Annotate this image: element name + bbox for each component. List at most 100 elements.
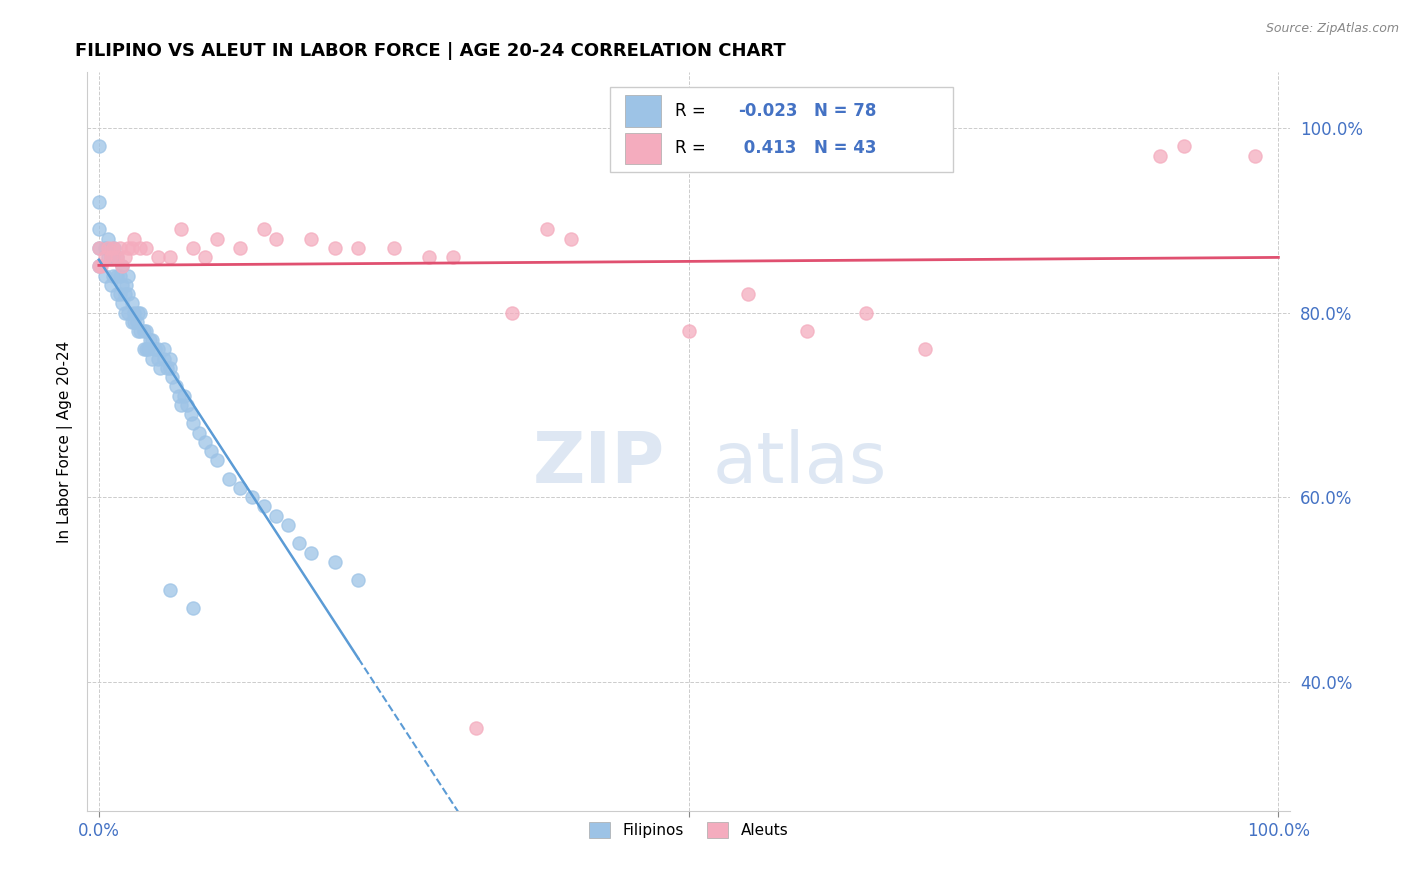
Point [141, 333, 163, 347]
Bar [624, 133, 661, 164]
Point [159, 582, 181, 597]
Point [146, 250, 169, 264]
Point [347, 241, 370, 255]
Point [156, 360, 179, 375]
Point [323, 241, 346, 255]
Text: FILIPINO VS ALEUT IN LABOR FORCE | AGE 20-24 CORRELATION CHART: FILIPINO VS ALEUT IN LABOR FORCE | AGE 2… [75, 42, 786, 60]
Point [418, 250, 440, 264]
Point [108, 241, 131, 255]
Point [117, 241, 139, 255]
Point [100, 277, 122, 292]
Text: ZIP: ZIP [533, 429, 665, 499]
Point [181, 417, 204, 431]
Point [138, 333, 160, 347]
Point [170, 222, 193, 236]
Point [101, 250, 124, 264]
Point [87, 241, 110, 255]
Point [101, 268, 124, 283]
Point [218, 472, 240, 486]
Point [132, 324, 155, 338]
Point [382, 241, 405, 255]
Point [100, 250, 122, 264]
Point [299, 232, 322, 246]
Point [347, 574, 370, 588]
Point [87, 139, 110, 153]
Point [121, 296, 143, 310]
Text: atlas: atlas [713, 429, 887, 499]
Point [240, 490, 263, 504]
Point [1149, 148, 1171, 162]
Point [167, 389, 190, 403]
Text: 0.413: 0.413 [738, 139, 796, 157]
Point [1173, 139, 1195, 153]
Point [94, 241, 117, 255]
Point [299, 546, 322, 560]
Point [914, 343, 936, 357]
Point [159, 250, 181, 264]
Point [288, 536, 311, 550]
Point [100, 250, 122, 264]
Point [146, 351, 169, 366]
Point [87, 194, 110, 209]
Point [277, 517, 299, 532]
Bar [610, 87, 953, 172]
Point [264, 508, 287, 523]
Point [152, 343, 174, 357]
Point [129, 241, 152, 255]
Point [205, 453, 228, 467]
Point [678, 324, 700, 338]
Text: R =: R = [675, 102, 711, 120]
Point [111, 260, 134, 274]
Point [194, 434, 217, 449]
Point [135, 343, 157, 357]
Point [129, 305, 152, 319]
Point [465, 721, 488, 735]
Point [114, 250, 136, 264]
Point [125, 315, 148, 329]
Point [165, 379, 187, 393]
Point [127, 324, 149, 338]
Point [122, 315, 145, 329]
Text: N = 78: N = 78 [814, 102, 876, 120]
Point [141, 351, 163, 366]
Point [129, 324, 152, 338]
Point [117, 305, 139, 319]
Point [441, 250, 464, 264]
Point [264, 232, 287, 246]
Point [160, 370, 183, 384]
Text: -0.023: -0.023 [738, 102, 797, 120]
Point [87, 260, 110, 274]
Point [115, 277, 138, 292]
Text: R =: R = [675, 139, 711, 157]
Point [152, 351, 174, 366]
Point [111, 296, 134, 310]
Point [94, 268, 117, 283]
Point [108, 268, 131, 283]
Point [180, 407, 202, 421]
Point [132, 343, 155, 357]
Point [253, 222, 276, 236]
Point [536, 222, 558, 236]
Point [253, 500, 276, 514]
Point [105, 268, 128, 283]
Point [87, 222, 110, 236]
Point [323, 555, 346, 569]
Point [173, 389, 195, 403]
Point [205, 232, 228, 246]
Point [145, 343, 167, 357]
Point [108, 287, 131, 301]
Point [1243, 148, 1265, 162]
Point [121, 241, 143, 255]
Bar [624, 95, 661, 127]
Point [105, 250, 128, 264]
Point [737, 287, 759, 301]
Point [87, 241, 110, 255]
Point [111, 260, 134, 274]
Point [127, 305, 149, 319]
Point [159, 360, 181, 375]
Point [121, 315, 143, 329]
Point [114, 305, 136, 319]
Point [181, 241, 204, 255]
Point [97, 241, 120, 255]
Point [229, 481, 252, 495]
